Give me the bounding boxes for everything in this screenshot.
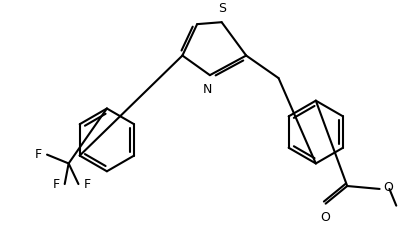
Text: O: O [384,181,393,194]
Text: S: S [217,2,226,15]
Text: F: F [53,178,60,191]
Text: F: F [35,148,42,161]
Text: N: N [202,83,212,96]
Text: O: O [321,211,330,223]
Text: F: F [83,178,91,191]
